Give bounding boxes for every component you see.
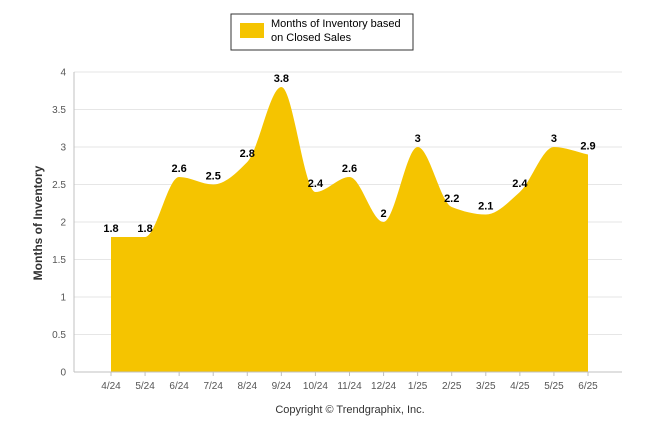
data-label: 2.9: [580, 141, 595, 153]
data-label: 2.5: [206, 171, 221, 183]
x-tick-label: 1/25: [408, 381, 428, 392]
data-label: 2.8: [240, 148, 255, 160]
x-tick-label: 8/24: [238, 381, 258, 392]
data-label: 2.1: [478, 201, 493, 213]
data-label: 3: [551, 133, 557, 145]
y-tick-label: 2: [60, 218, 66, 229]
x-tick-label: 5/24: [135, 381, 155, 392]
y-axis-title: Months of Inventory: [31, 165, 45, 280]
y-tick-label: 1: [60, 293, 66, 304]
x-tick-label: 3/25: [476, 381, 496, 392]
data-label: 2.4: [512, 178, 528, 190]
x-tick-label: 6/24: [169, 381, 189, 392]
y-tick-label: 0.5: [52, 330, 66, 341]
data-label: 2.6: [342, 163, 357, 175]
x-tick-label: 6/25: [578, 381, 598, 392]
x-tick-label: 9/24: [272, 381, 292, 392]
legend-swatch: [240, 23, 264, 38]
y-tick-label: 0: [60, 368, 66, 379]
data-label: 3.8: [274, 73, 289, 85]
axes: 0 0.5 1 1.5 2 2.5 3 3.5 4 4/24 5/24 6/24 7/24 8/24 9/2…: [52, 68, 622, 392]
y-tick-label: 3: [60, 143, 66, 154]
copyright-text: Copyright © Trendgraphix, Inc.: [275, 404, 424, 416]
area-fill: [111, 87, 588, 372]
data-label: 2: [381, 208, 387, 220]
data-label: 2.2: [444, 193, 459, 205]
y-tick-label: 1.5: [52, 255, 66, 266]
x-tick-label: 12/24: [371, 381, 396, 392]
x-tick-label: 4/25: [510, 381, 530, 392]
y-tick-label: 2.5: [52, 180, 66, 191]
x-tick-label: 7/24: [203, 381, 223, 392]
data-label: 3: [415, 133, 421, 145]
x-tick-label: 5/25: [544, 381, 564, 392]
x-tick-label: 2/25: [442, 381, 462, 392]
data-label: 2.4: [308, 178, 324, 190]
data-label: 1.8: [137, 223, 152, 235]
y-tick-label: 3.5: [52, 105, 66, 116]
y-tick-label: 4: [60, 68, 66, 79]
data-labels: 1.8 1.8 2.6 2.5 2.8 3.8 2.4 2.6 2 3 2.2 2.1 2.4 3 2.9: [103, 73, 595, 235]
x-tick-label: 11/24: [337, 381, 362, 392]
legend-label: Months of Inventory based on Closed Sale…: [271, 18, 404, 44]
area-series: [111, 87, 588, 372]
data-label: 1.8: [103, 223, 118, 235]
legend: Months of Inventory based on Closed Sale…: [230, 13, 414, 51]
x-tick-label: 10/24: [303, 381, 328, 392]
x-tick-label: 4/24: [101, 381, 121, 392]
data-label: 2.6: [171, 163, 186, 175]
